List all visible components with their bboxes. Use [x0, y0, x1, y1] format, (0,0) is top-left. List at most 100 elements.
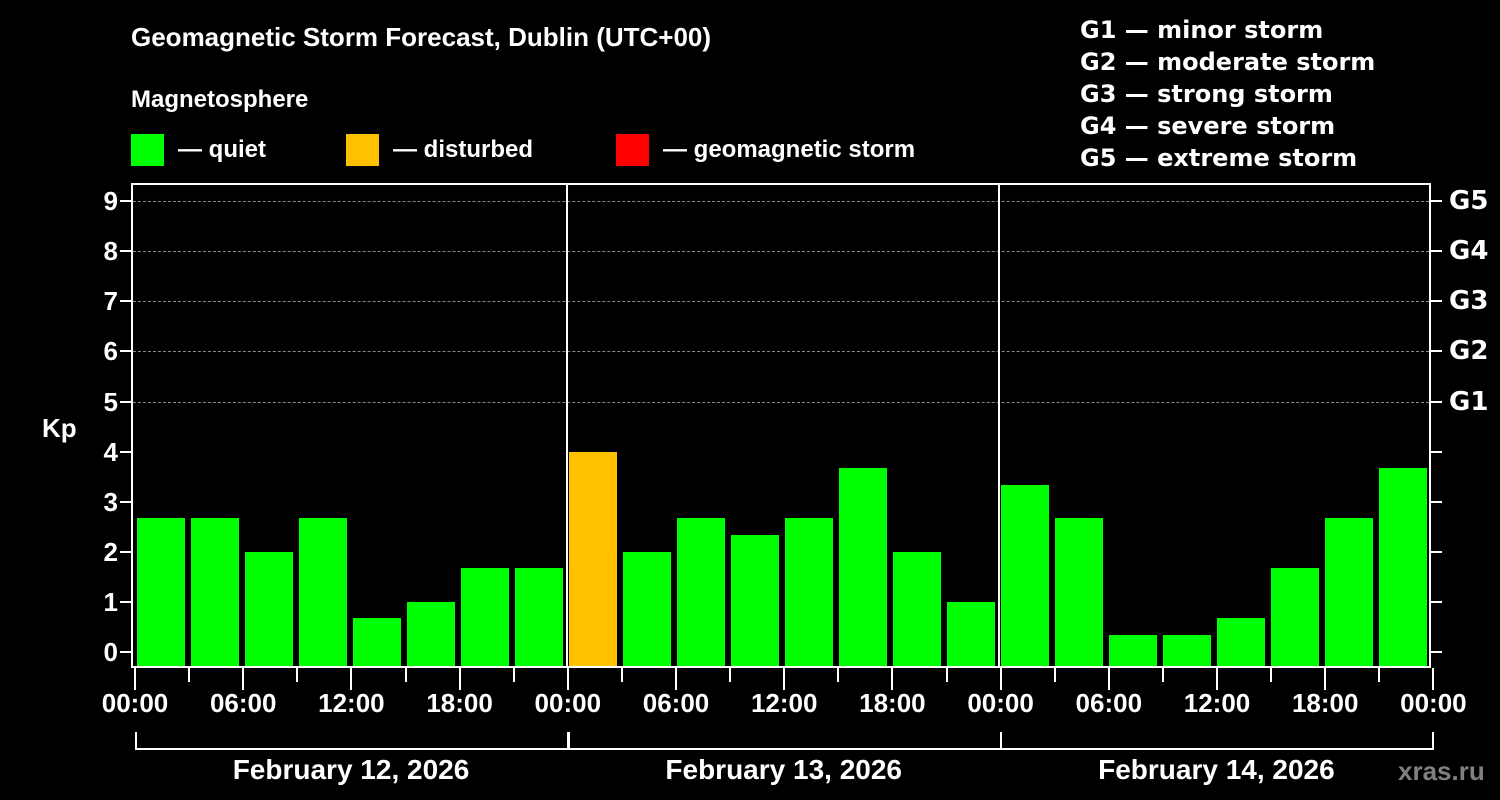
- kp-bar: [299, 518, 347, 666]
- y-tick-right: [1431, 400, 1442, 403]
- day-bracket: [135, 732, 569, 750]
- x-tick-label: 00:00: [101, 688, 169, 718]
- x-tick: [1161, 668, 1164, 682]
- x-tick-label: 00:00: [1400, 688, 1467, 718]
- y-tick-right: [1431, 651, 1442, 653]
- x-tick: [1053, 668, 1056, 682]
- kp-bar: [1379, 468, 1427, 666]
- y-tick: [120, 350, 131, 353]
- legend-storm: — geomagnetic storm: [616, 134, 915, 166]
- x-tick-label: 18:00: [859, 688, 926, 718]
- g2-legend: G2 — moderate storm: [1080, 48, 1376, 76]
- kp-bar: [1163, 635, 1211, 666]
- y-tick: [120, 651, 131, 653]
- kp-bar: [1271, 568, 1319, 666]
- y-tick-label: 7: [103, 286, 118, 317]
- y-tick-right: [1431, 600, 1442, 603]
- x-tick: [620, 668, 623, 682]
- gridline: [133, 251, 1429, 253]
- y-tick-right: [1431, 300, 1442, 303]
- kp-bar: [785, 518, 833, 666]
- y-tick: [120, 500, 131, 503]
- storm-swatch: [616, 134, 649, 166]
- x-tick: [729, 668, 732, 682]
- legend-disturbed: — disturbed: [346, 134, 533, 166]
- legend-quiet: — quiet: [131, 134, 266, 166]
- y-tick: [120, 300, 131, 303]
- y-tick-label: 9: [103, 186, 118, 217]
- legend-subtitle: Magnetosphere: [131, 86, 309, 113]
- y-tick-label: 0: [103, 637, 118, 667]
- y-tick: [120, 200, 131, 203]
- x-tick-label: 00:00: [534, 688, 602, 718]
- x-tick: [512, 668, 515, 682]
- kp-bar: [731, 535, 779, 666]
- x-tick-label: 00:00: [967, 688, 1034, 718]
- kp-bar: [1001, 485, 1049, 666]
- x-tick: [945, 668, 948, 682]
- x-tick: [458, 668, 461, 690]
- kp-bar: [623, 551, 671, 666]
- legend-quiet-label: — quiet: [178, 136, 266, 163]
- y-tick-label: 4: [103, 436, 118, 467]
- gridline: [133, 401, 1429, 403]
- y-tick-label: 3: [103, 486, 118, 517]
- x-tick: [134, 668, 136, 690]
- g5-legend: G5 — extreme storm: [1080, 144, 1358, 172]
- y-tick: [120, 600, 131, 603]
- kp-bar: [839, 468, 887, 666]
- g1-legend: G1 — minor storm: [1080, 16, 1324, 44]
- day-label: February 14, 2026: [1098, 754, 1335, 785]
- x-tick: [999, 668, 1002, 690]
- kp-bar: [191, 518, 239, 666]
- kp-bar: [569, 451, 617, 666]
- y-tick-label: 1: [103, 586, 118, 617]
- y-tick: [120, 250, 131, 253]
- g-scale-label: G4: [1449, 236, 1489, 267]
- y-tick-right: [1431, 450, 1442, 453]
- kp-bar: [893, 551, 941, 666]
- y-tick-right: [1431, 200, 1442, 203]
- x-tick: [783, 668, 786, 690]
- x-tick: [1107, 668, 1110, 690]
- kp-bar: [245, 551, 293, 666]
- day-bracket: [1000, 732, 1435, 750]
- x-tick: [837, 668, 840, 682]
- day-bracket: [567, 732, 1002, 750]
- x-tick-label: 12:00: [1183, 688, 1251, 718]
- g-scale-label: G5: [1449, 186, 1489, 217]
- kp-bar: [1325, 518, 1373, 666]
- g-scale-label: G2: [1449, 336, 1489, 367]
- x-tick-label: 06:00: [1075, 688, 1143, 718]
- disturbed-swatch: [346, 134, 379, 166]
- x-tick-label: 12:00: [750, 688, 818, 718]
- x-tick-label: 12:00: [318, 688, 385, 718]
- gridline: [133, 351, 1429, 353]
- x-tick-label: 18:00: [1291, 688, 1359, 718]
- y-tick-right: [1431, 250, 1442, 253]
- g3-legend: G3 — strong storm: [1080, 80, 1333, 108]
- y-tick-right: [1431, 550, 1442, 553]
- y-tick: [120, 400, 131, 403]
- gridline: [133, 201, 1429, 203]
- x-tick: [1432, 668, 1435, 690]
- gridline: [133, 301, 1429, 303]
- g-scale-label: G1: [1449, 386, 1489, 417]
- kp-bar: [947, 601, 995, 666]
- y-tick-label: 6: [103, 336, 118, 367]
- kp-bar: [1109, 635, 1157, 666]
- x-tick: [404, 668, 407, 682]
- chart-title: Geomagnetic Storm Forecast, Dublin (UTC+…: [131, 22, 712, 52]
- x-tick-label: 18:00: [426, 688, 493, 718]
- g-scale-legend: G1 — minor storm G2 — moderate storm G3 …: [1080, 14, 1375, 174]
- legend-storm-label: — geomagnetic storm: [663, 136, 916, 163]
- x-tick: [188, 668, 191, 682]
- kp-bar: [137, 518, 185, 666]
- x-tick: [1270, 668, 1273, 682]
- plot-area: [131, 183, 1431, 668]
- y-axis-label: Kp: [42, 413, 77, 443]
- kp-bar: [353, 618, 401, 666]
- x-tick: [350, 668, 353, 690]
- kp-bar: [1055, 518, 1103, 666]
- y-tick-label: 8: [103, 236, 118, 267]
